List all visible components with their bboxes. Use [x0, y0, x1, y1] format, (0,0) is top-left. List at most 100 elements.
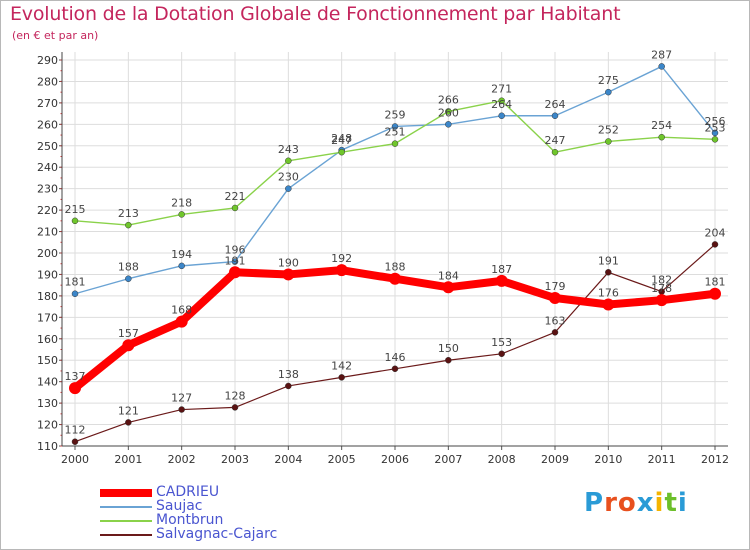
data-label: 287	[651, 48, 672, 61]
x-tick-label: 2004	[274, 453, 302, 466]
logo-letter: i	[654, 488, 665, 518]
data-point	[442, 281, 455, 294]
data-point	[285, 185, 292, 192]
data-point	[655, 294, 668, 307]
data-point	[391, 365, 399, 373]
data-label: 127	[171, 392, 192, 405]
x-tick-label: 2005	[328, 453, 356, 466]
data-label: 163	[545, 314, 566, 327]
data-point	[549, 292, 561, 305]
data-label: 121	[118, 404, 139, 417]
data-label: 243	[278, 143, 299, 156]
data-label: 230	[278, 171, 299, 184]
data-point	[445, 121, 452, 128]
data-label: 181	[65, 276, 86, 289]
data-label: 187	[491, 263, 512, 276]
data-point	[605, 269, 612, 276]
data-label: 188	[118, 261, 139, 274]
data-point	[71, 217, 79, 225]
chart-subtitle: (en € et par an)	[12, 29, 99, 42]
x-tick-label: 2012	[701, 453, 729, 466]
data-point	[445, 356, 452, 364]
data-point	[658, 63, 665, 70]
data-point	[71, 290, 79, 297]
data-label: 191	[598, 254, 619, 267]
y-tick-label: 150	[37, 354, 58, 367]
data-label: 251	[385, 126, 406, 139]
data-label: 253	[705, 121, 726, 134]
data-point	[498, 97, 505, 104]
data-label: 188	[385, 261, 406, 274]
logo-letter: x	[636, 488, 655, 518]
x-tick-label: 2011	[648, 453, 676, 466]
logo-letter: P	[584, 488, 605, 518]
data-point	[335, 264, 348, 277]
logo-letter: r	[604, 488, 618, 518]
data-point	[125, 275, 132, 282]
data-label: 256	[705, 115, 726, 128]
data-point	[229, 266, 241, 279]
data-point	[658, 133, 665, 141]
data-label: 128	[225, 389, 246, 402]
data-label: 153	[491, 336, 512, 349]
data-point	[605, 88, 612, 96]
data-label: 179	[545, 280, 566, 293]
data-label: 264	[545, 98, 566, 111]
data-label: 271	[491, 83, 512, 96]
data-point	[338, 374, 345, 381]
legend-label: Montbrun	[156, 512, 224, 528]
y-tick-label: 290	[37, 54, 58, 67]
data-label: 247	[545, 134, 566, 147]
data-label: 178	[651, 282, 672, 295]
data-label: 192	[331, 252, 352, 265]
data-label: 275	[598, 74, 619, 87]
data-label: 176	[598, 286, 619, 299]
data-point	[231, 404, 239, 411]
data-label: 218	[171, 196, 192, 209]
chart-title: Evolution de la Dotation Globale de Fonc…	[10, 3, 621, 25]
data-label: 254	[651, 119, 672, 132]
data-point	[285, 157, 292, 165]
data-point	[498, 350, 505, 358]
x-tick-label: 2008	[488, 453, 516, 466]
data-point	[445, 108, 452, 115]
x-tick-label: 2001	[114, 453, 142, 466]
y-tick-label: 130	[37, 397, 58, 410]
y-tick-label: 140	[37, 376, 58, 389]
y-tick-label: 180	[37, 290, 58, 303]
data-point	[122, 339, 135, 352]
data-label: 157	[118, 327, 139, 340]
y-tick-label: 210	[37, 226, 58, 239]
data-point	[391, 140, 399, 147]
data-label: 184	[438, 269, 459, 282]
data-point	[285, 382, 292, 390]
data-point	[125, 221, 132, 229]
proxiti-logo: Proxiti	[584, 488, 688, 518]
data-label: 137	[65, 370, 86, 383]
y-tick-label: 220	[37, 204, 58, 217]
data-label: 168	[171, 304, 192, 317]
y-tick-label: 250	[37, 140, 58, 153]
data-point	[498, 112, 505, 120]
data-point	[605, 138, 612, 145]
data-label: 260	[438, 106, 459, 119]
data-label: 248	[331, 132, 352, 145]
x-tick-label: 2007	[434, 453, 462, 466]
logo-letter: i	[677, 488, 688, 518]
data-point	[551, 112, 559, 120]
data-label: 194	[171, 248, 192, 261]
data-point	[338, 148, 345, 156]
data-label: 191	[225, 254, 246, 267]
data-label: 150	[438, 342, 459, 355]
data-label: 247	[331, 134, 352, 147]
data-point	[711, 136, 719, 143]
legend-label: CADRIEU	[156, 484, 220, 500]
legend-swatch	[100, 534, 152, 536]
data-point	[495, 274, 508, 287]
data-label: 138	[278, 368, 299, 381]
data-label: 215	[65, 203, 86, 216]
data-label: 142	[331, 359, 352, 372]
data-label: 181	[705, 276, 726, 289]
y-tick-label: 190	[37, 268, 58, 281]
